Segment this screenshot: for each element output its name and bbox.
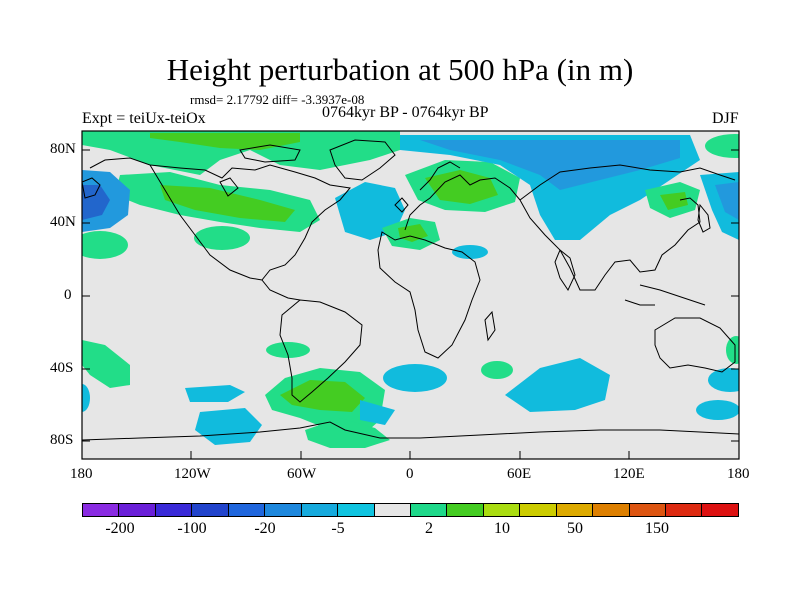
y-tick-80s: 80S (50, 432, 74, 448)
contour-positive-safrica (481, 361, 513, 379)
contour-negative-scape (360, 400, 395, 425)
colorbar-segment (556, 504, 594, 516)
y-tick-0: 0 (64, 287, 72, 303)
colorbar-segment (410, 504, 448, 516)
contour-negative-africa (452, 245, 488, 259)
colorbar-segment (119, 504, 156, 516)
coastlines (82, 139, 739, 441)
contour-negative-npacific-core (82, 185, 110, 220)
colorbar-segment (593, 504, 630, 516)
colorbar-segment (666, 504, 703, 516)
contour-positive-sam (266, 342, 310, 358)
contour-negative-australia-s (708, 368, 739, 392)
colorbar-label: -20 (254, 520, 276, 537)
map-field (82, 131, 739, 459)
colorbar-segment (374, 504, 411, 516)
stats-line: rmsd= 2.17792 diff= -3.3937e-08 (190, 92, 365, 107)
contour-positive-spacific (82, 340, 130, 388)
colorbar-label: -200 (105, 520, 135, 537)
y-tick-40s: 40S (50, 360, 74, 376)
contour-positive-dateline (82, 231, 128, 259)
contour-negative-npacific-east-core (715, 182, 739, 220)
contour-positive-tasman (726, 336, 739, 364)
colorbar-segment (338, 504, 375, 516)
colorbar-label: 50 (567, 520, 583, 537)
contour-negative-sindian (383, 364, 447, 392)
y-tick-40n: 40N (50, 214, 76, 230)
colorbar-segment (629, 504, 666, 516)
contour-positive-europe-core (425, 170, 498, 204)
colorbar-label: 2 (425, 520, 433, 537)
colorbar-segment (483, 504, 521, 516)
y-axis-ticks (82, 149, 739, 442)
colorbar-segment (155, 504, 193, 516)
x-tick-0: 0 (406, 466, 414, 482)
x-tick-60e: 60E (507, 466, 532, 482)
experiment-label: Expt = teiUx-teiOx (82, 110, 206, 127)
colorbar-label: 10 (494, 520, 510, 537)
contour-positive-arctic-east (705, 134, 739, 158)
contour-positive-pacific-e (194, 226, 250, 250)
x-tick-60w: 60W (287, 466, 317, 482)
x-axis-ticks (81, 451, 740, 459)
contour-negative-spacific-b (195, 408, 262, 445)
x-tick-180w: 180 (70, 466, 93, 482)
colorbar-segment (228, 504, 266, 516)
x-tick-180e: 180 (727, 466, 750, 482)
x-tick-120w: 120W (174, 466, 211, 482)
contour-negative-spacific (185, 385, 245, 402)
contour-negative-sw-edge (82, 384, 90, 412)
contour-negative-natlantic (335, 182, 405, 240)
y-tick-80n: 80N (50, 141, 76, 157)
contour-positive-na-core (160, 185, 295, 222)
map-title: Height perturbation at 500 hPa (in m) (166, 52, 634, 87)
contour-positive-satlantic-core (280, 380, 365, 412)
colorbar (82, 503, 739, 517)
colorbar-label: -100 (177, 520, 207, 537)
colorbar-segment (83, 504, 120, 516)
colorbar-segment (192, 504, 229, 516)
contour-negative-asia-core (420, 140, 680, 190)
contour-positive-arctic (82, 131, 400, 175)
colorbar-label: 150 (645, 520, 669, 537)
contour-negative-se-pacific (696, 400, 739, 420)
colorbar-segment (265, 504, 302, 516)
contour-negative-sind-large (505, 358, 610, 412)
contour-positive-neasia-core (660, 192, 688, 210)
contour-positive-antarctic (305, 418, 390, 448)
period-label: 0764kyr BP - 0764kyr BP (322, 104, 489, 121)
colorbar-segment (447, 504, 484, 516)
colorbar-segment (520, 504, 557, 516)
season-label: DJF (712, 110, 739, 127)
colorbar-segment (702, 504, 738, 516)
colorbar-label: -5 (331, 520, 345, 537)
x-tick-120e: 120E (613, 466, 645, 482)
colorbar-segment (301, 504, 339, 516)
